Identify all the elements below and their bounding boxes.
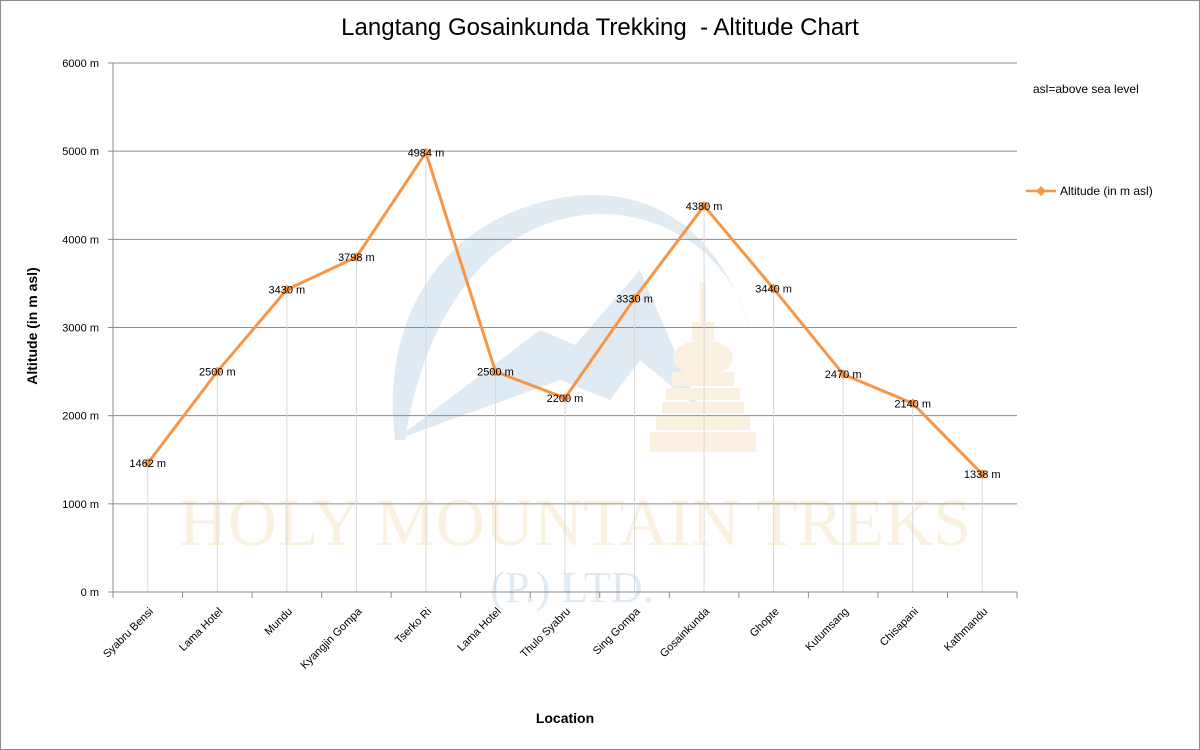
x-tick-label: Ghopte xyxy=(748,606,782,640)
x-tick-label: Gosainkunda xyxy=(658,605,713,660)
asl-note: asl=above sea level xyxy=(1033,82,1139,96)
data-point xyxy=(212,366,223,377)
category-gridlines xyxy=(147,152,983,592)
legend-swatch xyxy=(1026,186,1056,196)
data-label: 2500 m xyxy=(199,367,236,379)
y-tick-label: 6000 m xyxy=(62,58,99,70)
y-tick-labels: 0 m 1000 m 2000 m 3000 m 4000 m 5000 m 6000 m xyxy=(62,58,99,599)
x-tick-label: Sing Gompa xyxy=(591,605,643,657)
x-tick-label: Kyangjin Gompa xyxy=(299,605,366,672)
y-tick-label: 1000 m xyxy=(62,499,99,511)
data-label: 2470 m xyxy=(825,369,862,381)
x-tick-label: Syabru Bensi xyxy=(101,606,156,661)
legend-label: Altitude (in m asl) xyxy=(1060,184,1153,198)
x-tick-label: Lama Hotel xyxy=(455,606,503,654)
y-tick-label: 2000 m xyxy=(62,411,99,423)
data-point xyxy=(351,252,362,263)
data-label: 1338 m xyxy=(964,469,1001,481)
data-point xyxy=(490,366,501,377)
watermark-text-line2: (P.) LTD. xyxy=(490,563,653,612)
data-label: 2140 m xyxy=(894,398,931,410)
x-axis-label: Location xyxy=(535,710,595,726)
data-label: 4380 m xyxy=(686,201,723,213)
data-point xyxy=(281,284,292,295)
x-tick-label: Chisapani xyxy=(878,606,921,649)
data-label: 2500 m xyxy=(477,367,514,379)
x-tick-label: Tserko Ri xyxy=(393,606,434,647)
data-point xyxy=(907,398,918,409)
legend: Altitude (in m asl) xyxy=(1026,184,1153,198)
data-label: 1462 m xyxy=(129,458,166,470)
y-tick-label: 4000 m xyxy=(62,234,99,246)
data-label: 3430 m xyxy=(268,285,305,297)
series-altitude xyxy=(142,147,988,479)
x-tick-label: Lama Hotel xyxy=(177,606,225,654)
data-label: 3440 m xyxy=(755,284,792,296)
y-tick-label: 3000 m xyxy=(62,323,99,335)
watermark-arc xyxy=(392,194,750,440)
x-tick-label: Kathmandu xyxy=(942,606,990,654)
data-point xyxy=(838,369,849,380)
axes xyxy=(108,62,1018,598)
data-point xyxy=(699,200,710,211)
data-label: 3330 m xyxy=(616,293,653,305)
x-tick-label: Kutumsang xyxy=(803,606,851,654)
data-point xyxy=(629,293,640,304)
y-tick-label: 5000 m xyxy=(62,146,99,158)
data-point xyxy=(142,458,153,469)
y-tick-label: 0 m xyxy=(81,587,99,599)
watermark-text-line1: HOLY MOUNTAIN TREKS xyxy=(179,484,971,560)
x-tick-label: Thulo Syabru xyxy=(518,606,573,661)
data-labels: 1462 m 2500 m 3430 m 3798 m 4984 m 2500 m 2200… xyxy=(129,148,1000,481)
data-point xyxy=(977,469,988,479)
data-point xyxy=(560,393,570,403)
data-label: 4984 m xyxy=(408,148,445,160)
x-tick-label: Mundu xyxy=(263,606,295,638)
data-point xyxy=(420,147,431,158)
watermark-stupa xyxy=(650,282,756,452)
data-point xyxy=(768,283,779,294)
x-tick-labels: Syabru Bensi Lama Hotel Mundu Kyangjin Gomp… xyxy=(101,605,990,672)
y-axis-label: Altitude (in m asl) xyxy=(24,267,40,385)
data-label: 2200 m xyxy=(547,393,584,405)
chart-title: Langtang Gosainkunda Trekking - Altitude… xyxy=(341,14,859,41)
data-label: 3798 m xyxy=(338,252,375,264)
